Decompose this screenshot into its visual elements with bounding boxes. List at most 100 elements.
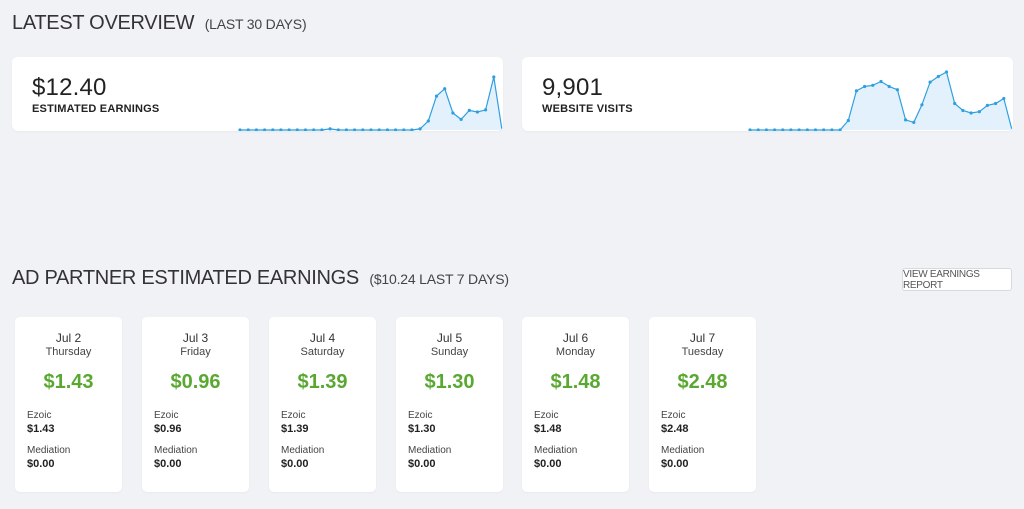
- sparkline-point: [344, 128, 348, 131]
- earnings-card[interactable]: $12.40 ESTIMATED EARNINGS: [12, 57, 503, 131]
- mediation-value: $0.00: [661, 458, 689, 470]
- day-total-earnings: $1.48: [550, 371, 601, 393]
- sparkline-point: [328, 127, 332, 131]
- sparkline-point: [263, 128, 267, 131]
- day-card[interactable]: Jul 4 Saturday $1.39 Ezoic $1.39 Mediation $0.…: [269, 317, 376, 492]
- day-date: Jul 5: [436, 331, 463, 345]
- sparkline-point: [475, 110, 479, 114]
- day-weekday: Saturday: [300, 346, 345, 358]
- sparkline-point: [467, 108, 471, 112]
- sparkline-point: [969, 111, 973, 115]
- mediation-label: Mediation: [534, 445, 578, 456]
- day-card[interactable]: Jul 3 Friday $0.96 Ezoic $0.96 Mediation $0.00: [142, 317, 249, 492]
- ezoic-label: Ezoic: [534, 410, 559, 421]
- sparkline-point: [418, 127, 422, 131]
- sparkline-point: [805, 128, 809, 131]
- sparkline-point: [353, 128, 357, 131]
- day-date: Jul 4: [309, 331, 336, 345]
- visits-sparkline: [748, 70, 1013, 131]
- mediation-label: Mediation: [408, 445, 452, 456]
- mediation-label: Mediation: [27, 445, 71, 456]
- sparkline-point: [320, 128, 324, 131]
- mediation-value: $0.00: [27, 458, 55, 470]
- visits-label: WEBSITE VISITS: [542, 103, 633, 115]
- earnings-label: ESTIMATED EARNINGS: [32, 103, 160, 115]
- day-weekday: Thursday: [45, 346, 92, 358]
- sparkline-point: [944, 70, 949, 74]
- sparkline-point: [410, 128, 414, 131]
- sparkline-point: [385, 128, 389, 131]
- sparkline-point: [377, 128, 381, 131]
- view-earnings-report-button[interactable]: VIEW EARNINGS REPORT: [902, 268, 1012, 291]
- day-date: Jul 3: [182, 331, 209, 345]
- overview-subheading: (LAST 30 DAYS): [204, 16, 307, 32]
- ezoic-value: $2.48: [661, 423, 689, 435]
- sparkline-point: [492, 75, 496, 79]
- day-card[interactable]: Jul 6 Monday $1.48 Ezoic $1.48 Mediation $0.00: [522, 317, 629, 492]
- sparkline-point: [426, 119, 430, 123]
- mediation-value: $0.00: [534, 458, 562, 470]
- sparkline-point: [994, 101, 998, 106]
- sparkline-point: [279, 128, 283, 131]
- sparkline-point: [764, 128, 768, 131]
- ezoic-label: Ezoic: [408, 410, 433, 421]
- mediation-value: $0.00: [154, 458, 182, 470]
- sparkline-point: [961, 108, 965, 113]
- sparkline-point: [254, 128, 258, 131]
- sparkline-point: [895, 88, 899, 92]
- sparkline-point: [484, 108, 488, 112]
- sparkline-area: [750, 72, 1012, 130]
- partner-title: AD PARTNER ESTIMATED EARNINGS ($10.24 LA…: [12, 267, 509, 290]
- mediation-value: $0.00: [408, 458, 436, 470]
- sparkline-point: [953, 101, 957, 106]
- partner-subheading: ($10.24 LAST 7 DAYS): [369, 271, 509, 287]
- sparkline-point: [394, 128, 398, 131]
- day-total-earnings: $1.39: [297, 371, 348, 393]
- sparkline-point: [1002, 96, 1006, 101]
- sparkline-point: [871, 83, 875, 87]
- day-weekday: Monday: [555, 346, 596, 358]
- ezoic-label: Ezoic: [27, 410, 52, 421]
- sparkline-point: [977, 110, 981, 114]
- sparkline-point: [246, 128, 250, 131]
- sparkline-point: [920, 103, 924, 107]
- day-total-earnings: $0.96: [170, 371, 221, 393]
- sparkline-point: [985, 103, 989, 107]
- sparkline-point: [797, 128, 801, 131]
- day-card[interactable]: Jul 7 Tuesday $2.48 Ezoic $2.48 Mediation $0.0…: [649, 317, 756, 492]
- sparkline-point: [863, 84, 867, 89]
- sparkline-area: [240, 77, 502, 130]
- day-total-earnings: $2.48: [677, 371, 728, 393]
- earnings-value: $12.40: [32, 74, 107, 101]
- sparkline-point: [813, 128, 818, 131]
- sparkline-point: [928, 80, 932, 84]
- sparkline-point: [846, 118, 850, 123]
- sparkline-point: [336, 128, 340, 131]
- sparkline-point: [748, 128, 752, 131]
- sparkline-point: [879, 79, 883, 84]
- day-weekday: Tuesday: [681, 346, 724, 358]
- ezoic-value: $1.43: [27, 423, 55, 435]
- ezoic-value: $0.96: [154, 423, 182, 435]
- sparkline-point: [781, 128, 785, 131]
- sparkline-point: [838, 128, 842, 131]
- sparkline-point: [312, 128, 316, 131]
- day-card[interactable]: Jul 5 Sunday $1.30 Ezoic $1.30 Mediation $0.00: [396, 317, 503, 492]
- partner-heading: AD PARTNER ESTIMATED EARNINGS: [12, 267, 359, 289]
- visits-card[interactable]: 9,901 WEBSITE VISITS: [522, 57, 1013, 131]
- day-date: Jul 2: [55, 331, 82, 345]
- sparkline-point: [887, 84, 891, 89]
- ezoic-label: Ezoic: [661, 410, 686, 421]
- ezoic-label: Ezoic: [154, 410, 179, 421]
- sparkline-point: [451, 111, 455, 115]
- sparkline-point: [773, 128, 777, 131]
- overview-heading: LATEST OVERVIEW: [12, 12, 195, 34]
- sparkline-point: [402, 128, 406, 131]
- day-card[interactable]: Jul 2 Thursday $1.43 Ezoic $1.43 Mediation $0.…: [15, 317, 122, 492]
- sparkline-point: [756, 128, 760, 131]
- sparkline-point: [369, 128, 373, 131]
- mediation-label: Mediation: [281, 445, 325, 456]
- sparkline-point: [459, 117, 463, 121]
- sparkline-point: [936, 74, 940, 79]
- overview-title: LATEST OVERVIEW (LAST 30 DAYS): [12, 12, 307, 35]
